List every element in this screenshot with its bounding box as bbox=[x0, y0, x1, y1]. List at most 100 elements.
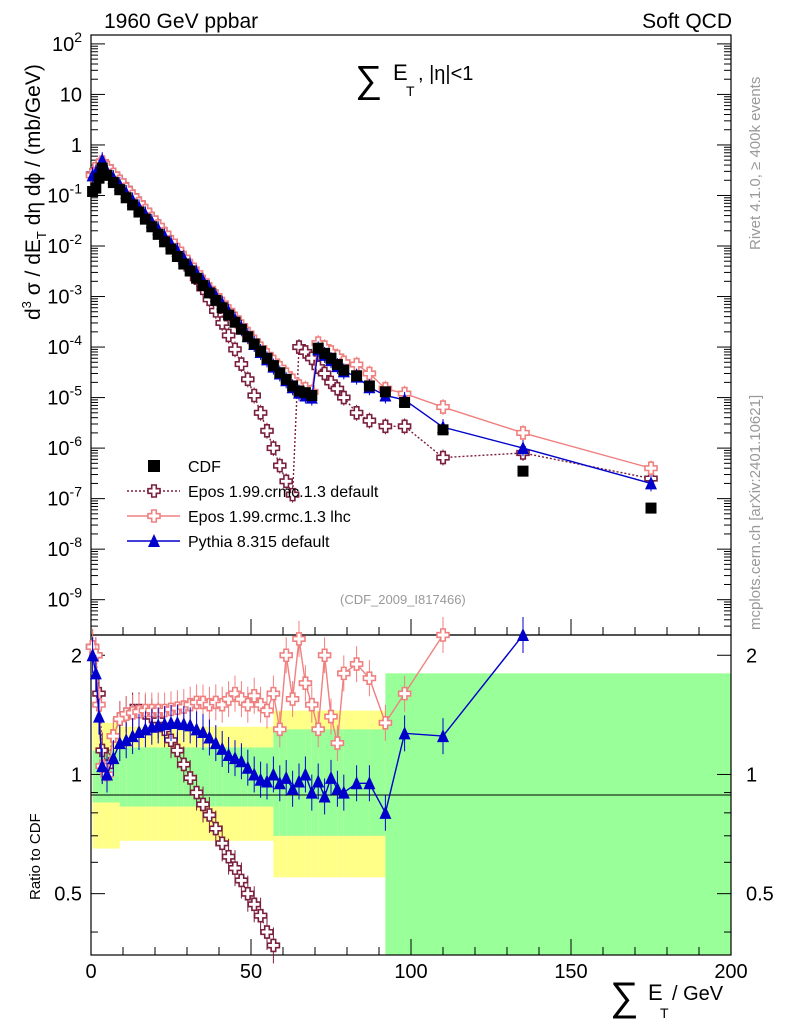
x-tick-label: 100 bbox=[394, 961, 427, 983]
data-point bbox=[279, 474, 294, 489]
ratio-point bbox=[183, 771, 197, 785]
band-inner bbox=[369, 729, 386, 836]
band-inner bbox=[235, 747, 242, 807]
band-inner bbox=[113, 750, 120, 803]
ratio-point bbox=[247, 897, 262, 912]
data-point bbox=[247, 388, 262, 403]
data-point bbox=[221, 328, 236, 343]
band-inner bbox=[151, 747, 159, 807]
ratio-point bbox=[202, 808, 217, 822]
ratio-point bbox=[299, 767, 312, 781]
axis-ticks bbox=[90, 43, 732, 955]
ratio-point bbox=[107, 751, 120, 765]
ratio-tick-label-right: 1 bbox=[746, 764, 757, 786]
ratio-point bbox=[228, 861, 242, 875]
data-point bbox=[255, 345, 267, 357]
ratio-point bbox=[222, 747, 235, 761]
band-inner bbox=[126, 747, 133, 807]
ratio-point bbox=[517, 628, 529, 641]
y-tick-label: 10-3 bbox=[47, 282, 82, 309]
data-point bbox=[299, 387, 311, 399]
y-axis-label: d3 σ / dET dη dϕ / (mb/GeV) bbox=[19, 64, 49, 320]
ratio-point bbox=[378, 716, 393, 730]
data-point bbox=[223, 309, 235, 321]
ratio-point bbox=[266, 938, 281, 953]
ratio-point bbox=[209, 821, 223, 836]
data-point bbox=[312, 342, 324, 354]
data-point bbox=[399, 396, 411, 408]
data-point bbox=[107, 177, 119, 189]
ratio-point bbox=[363, 776, 376, 790]
data-point bbox=[397, 419, 412, 434]
ratio-point bbox=[266, 686, 281, 701]
data-point bbox=[261, 352, 273, 364]
legend: CDF Epos 1.99.crmc.1.3 default Epos 1.99.c… bbox=[127, 459, 379, 551]
data-point bbox=[351, 370, 363, 382]
title-sum-symbol: ∑ bbox=[355, 59, 382, 101]
band-inner bbox=[95, 750, 99, 803]
y-tick-label: 1 bbox=[71, 135, 82, 157]
ratio-point bbox=[324, 709, 338, 724]
data-point bbox=[266, 441, 281, 455]
band-inner bbox=[196, 747, 203, 807]
x-tick-label: 200 bbox=[714, 961, 747, 983]
band-inner bbox=[145, 747, 152, 807]
data-point bbox=[378, 419, 393, 434]
band-inner bbox=[139, 747, 146, 807]
ratio-point bbox=[184, 718, 197, 732]
y-tick-label: 10-2 bbox=[47, 231, 82, 258]
ratio-point bbox=[298, 676, 313, 691]
xlabel-unit: / GeV bbox=[672, 983, 724, 1005]
ratio-point bbox=[248, 767, 261, 781]
ratio-tick-labels: 0.5 0.5 1 1 2 2 bbox=[54, 645, 774, 905]
x-tick-labels: 0 50 100 150 200 bbox=[85, 961, 747, 983]
main-plot-frame bbox=[90, 34, 732, 636]
data-point bbox=[159, 236, 171, 248]
band-inner bbox=[164, 747, 171, 807]
ratio-point bbox=[209, 736, 222, 750]
band-inner bbox=[228, 747, 235, 807]
y-tick-label: 10-7 bbox=[47, 484, 82, 511]
ratio-point bbox=[267, 767, 280, 781]
ratio-tick-label-right: 2 bbox=[746, 645, 757, 667]
ratio-point bbox=[216, 741, 229, 755]
band-inner bbox=[215, 747, 223, 807]
ratio-point bbox=[93, 709, 105, 723]
ratio-point bbox=[96, 759, 109, 773]
ratio-tick-label: 2 bbox=[71, 645, 82, 667]
legend-marker bbox=[148, 460, 160, 472]
ratio-point bbox=[241, 886, 255, 901]
data-point bbox=[248, 338, 260, 350]
data-point bbox=[437, 424, 449, 436]
ratio-point bbox=[292, 632, 306, 646]
band-inner bbox=[404, 673, 443, 955]
band-inner bbox=[241, 747, 248, 807]
data-point bbox=[210, 294, 222, 306]
x-tick-label: 150 bbox=[554, 961, 587, 983]
band-inner bbox=[343, 729, 357, 836]
ratio-point bbox=[350, 776, 363, 790]
header-left: 1960 GeV ppbar bbox=[104, 10, 258, 33]
series-line bbox=[92, 158, 652, 485]
ratio-point bbox=[305, 785, 318, 799]
xlabel-et: E bbox=[648, 980, 663, 1005]
band-inner bbox=[119, 747, 127, 807]
band-inner bbox=[171, 747, 178, 807]
legend-marker bbox=[147, 509, 161, 523]
data-point bbox=[306, 389, 318, 401]
ratio-point bbox=[397, 686, 412, 701]
data-point bbox=[331, 359, 343, 371]
ratio-series-layer bbox=[85, 617, 529, 964]
ratio-point bbox=[317, 648, 332, 663]
data-point bbox=[280, 373, 292, 385]
data-point bbox=[216, 302, 228, 314]
y-tick-label: 102 bbox=[52, 29, 82, 56]
band-inner bbox=[651, 673, 731, 955]
data-point bbox=[127, 199, 139, 211]
legend-label: CDF bbox=[188, 459, 221, 476]
title-eta-range: , |η|<1 bbox=[418, 63, 473, 85]
data-point bbox=[274, 367, 286, 379]
band-inner bbox=[260, 747, 267, 807]
data-point bbox=[228, 342, 242, 357]
data-point bbox=[516, 426, 530, 440]
